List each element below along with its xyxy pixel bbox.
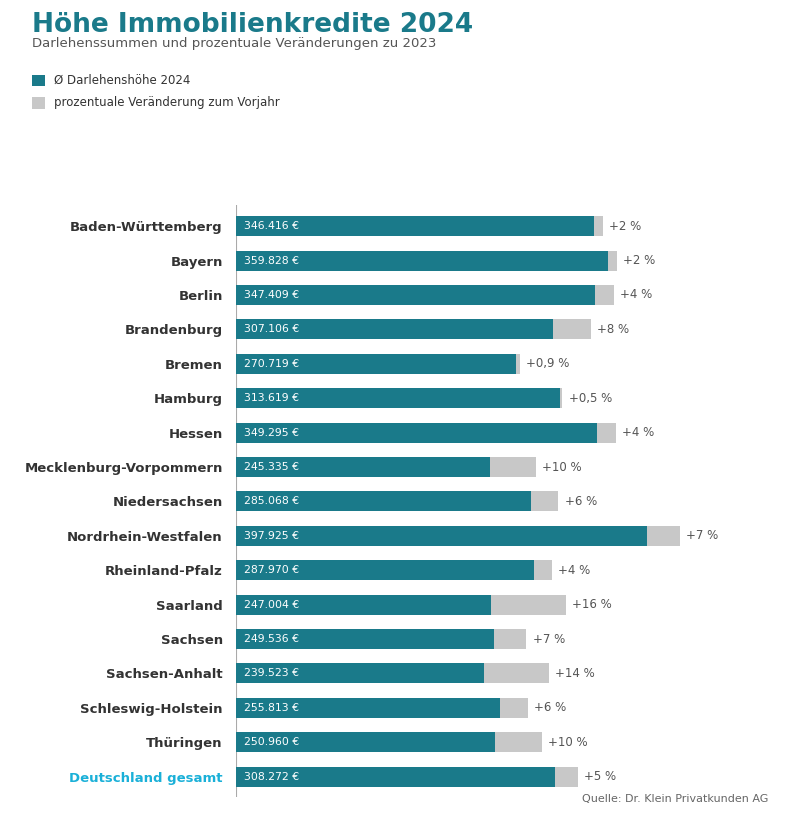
Bar [530,492,558,511]
Text: 287.970 €: 287.970 € [244,566,299,575]
Text: 349.295 €: 349.295 € [244,427,299,437]
Text: 308.272 €: 308.272 € [244,772,299,782]
Bar [236,388,560,409]
Bar [236,594,491,615]
Text: 359.828 €: 359.828 € [244,256,299,266]
Bar [236,492,530,511]
Text: +7 %: +7 % [686,529,718,543]
Text: 346.416 €: 346.416 € [244,221,299,231]
Text: Darlehenssummen und prozentuale Veränderungen zu 2023: Darlehenssummen und prozentuale Veränder… [32,37,436,50]
Text: +4 %: +4 % [620,289,652,302]
Bar [534,561,552,580]
Bar [236,732,495,752]
Text: 307.106 €: 307.106 € [244,325,299,335]
Text: +10 %: +10 % [542,460,582,473]
Text: 397.925 €: 397.925 € [244,531,299,541]
Text: 313.619 €: 313.619 € [244,393,299,404]
Bar [236,698,500,718]
Bar [597,423,615,442]
Bar [490,457,536,477]
Bar [516,353,520,374]
Bar [495,732,542,752]
Text: 347.409 €: 347.409 € [244,290,299,300]
Text: +6 %: +6 % [565,495,597,508]
Bar [608,251,617,270]
Text: 285.068 €: 285.068 € [244,496,299,506]
Bar [483,663,549,683]
Bar [236,216,594,236]
Bar [236,663,483,683]
Text: +0,5 %: +0,5 % [569,392,612,404]
Text: +8 %: +8 % [597,323,629,336]
Text: Quelle: Dr. Klein Privatkunden AG: Quelle: Dr. Klein Privatkunden AG [582,794,768,804]
Text: 250.960 €: 250.960 € [244,737,299,747]
Text: Höhe Immobilienkredite 2024: Höhe Immobilienkredite 2024 [32,12,473,39]
Bar [236,629,494,649]
Text: 247.004 €: 247.004 € [244,599,299,610]
Text: +4 %: +4 % [558,564,590,577]
Bar [236,561,534,580]
Bar [595,285,614,305]
Bar [560,388,562,409]
Text: +14 %: +14 % [555,667,594,680]
Bar [647,526,680,546]
Bar [236,457,490,477]
Bar [236,285,595,305]
Text: 245.335 €: 245.335 € [244,462,299,472]
Bar [554,320,590,339]
Text: +0,9 %: +0,9 % [526,358,570,370]
Bar [236,526,647,546]
Bar [236,423,597,442]
Text: +4 %: +4 % [622,426,654,439]
Bar [491,594,566,615]
Text: 270.719 €: 270.719 € [244,358,299,369]
Bar [236,353,516,374]
Text: +2 %: +2 % [610,219,642,233]
Bar [236,320,554,339]
Text: 239.523 €: 239.523 € [244,668,299,678]
Text: +7 %: +7 % [533,633,565,645]
Bar [554,767,578,787]
Text: +16 %: +16 % [572,598,611,611]
Bar [236,251,608,270]
Bar [500,698,528,718]
Text: Ø Darlehenshöhe 2024: Ø Darlehenshöhe 2024 [54,74,190,87]
Text: 255.813 €: 255.813 € [244,703,299,713]
Bar [494,629,526,649]
Text: +2 %: +2 % [623,254,655,267]
Text: 249.536 €: 249.536 € [244,634,299,644]
Bar [594,216,603,236]
Text: +10 %: +10 % [548,736,588,749]
Text: prozentuale Veränderung zum Vorjahr: prozentuale Veränderung zum Vorjahr [54,96,280,109]
Text: +5 %: +5 % [584,770,616,783]
Bar [236,767,554,787]
Text: +6 %: +6 % [534,701,566,714]
